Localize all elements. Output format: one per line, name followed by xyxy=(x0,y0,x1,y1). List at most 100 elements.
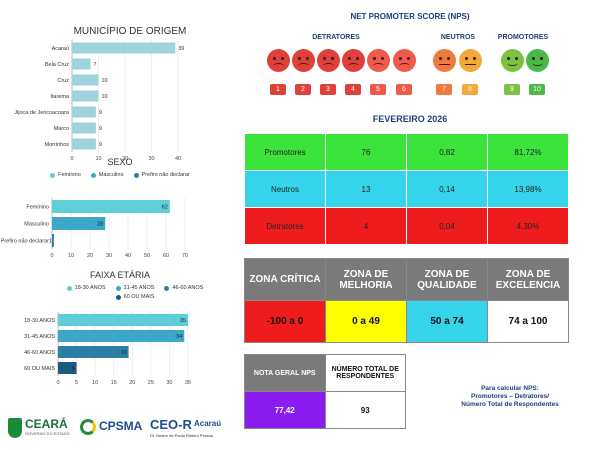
category-label: Itarema xyxy=(50,94,70,100)
x-tick-label: 10 xyxy=(68,253,74,259)
face-detrator-icon xyxy=(317,49,340,72)
zone-title: ZONA CRÍTICA xyxy=(244,258,326,301)
zone-range: 0 a 49 xyxy=(325,300,407,343)
legend-item: Masculino xyxy=(90,172,124,178)
cpsma-wordmark: CPSMA xyxy=(99,419,143,433)
value-label: 9 xyxy=(99,142,102,148)
nps-row-count: 76 xyxy=(325,133,407,171)
ceor-wordmark: CEO-R xyxy=(150,417,192,432)
x-tick-label: 30 xyxy=(166,380,172,386)
bar-2 xyxy=(52,234,54,247)
bar-4 xyxy=(72,106,96,118)
nota-geral-label: NOTA GERAL NPS xyxy=(244,354,326,392)
category-label: Masculino xyxy=(24,222,49,228)
logo-ceara: CEARÁ GOVERNO DO ESTADO xyxy=(8,417,78,443)
cpsma-emblem-icon xyxy=(80,419,96,435)
legend-dot-icon xyxy=(133,172,139,178)
zone-range: -100 a 0 xyxy=(244,300,326,343)
faixa-title: FAIXA ETÁRIA xyxy=(89,270,151,280)
value-label: 10 xyxy=(102,78,108,84)
face-neutro-icon xyxy=(459,49,482,72)
face-detrator-icon xyxy=(267,49,290,72)
x-tick-label: 10 xyxy=(92,380,98,386)
bar-1 xyxy=(72,58,91,70)
nps-row-count: 4 xyxy=(325,207,407,245)
summary-table: NOTA GERAL NPS NÚMERO TOTAL DE RESPONDEN… xyxy=(244,354,406,429)
value-label: 5 xyxy=(72,366,75,372)
bar-5 xyxy=(72,122,96,134)
face-promotor-icon xyxy=(526,49,549,72)
zone-range: 74 a 100 xyxy=(487,300,569,343)
zones-table: ZONA CRÍTICA ZONA DE MELHORIA ZONA DE QUAL… xyxy=(244,258,569,343)
zones-title-row: ZONA CRÍTICA ZONA DE MELHORIA ZONA DE QUAL… xyxy=(244,258,569,301)
face-detrator-icon xyxy=(292,49,315,72)
neutros-label: NEUTROS xyxy=(440,34,476,41)
x-tick-label: 20 xyxy=(87,253,93,259)
sexo-chart: 0 10 20 30 40 50 60 70 Feminino 62 Masculino 28 Pref… xyxy=(1,198,188,259)
legend-dot-icon xyxy=(50,172,56,178)
legend-label: Masculino xyxy=(98,172,124,178)
legend-label: 60 OU MAIS xyxy=(123,294,155,300)
total-respondentes-label: NÚMERO TOTAL DE RESPONDENTES xyxy=(324,354,406,392)
category-label: 18-30 ANOS xyxy=(24,318,55,324)
category-label: 46-60 ANOS xyxy=(24,350,55,356)
legend-item: 31-45 ANOS xyxy=(115,285,154,291)
bar-3 xyxy=(58,362,77,374)
legend-item: 18-30 ANOS xyxy=(66,285,106,291)
x-tick-label: 30 xyxy=(148,156,154,160)
nps-row: Neutros 13 0,14 13,98% xyxy=(244,170,569,208)
x-tick-label: 10 xyxy=(95,156,101,160)
month-title: FEVEREIRO 2026 xyxy=(372,114,448,124)
x-tick-label: 40 xyxy=(175,156,181,160)
value-label: 62 xyxy=(162,205,168,211)
bar-0 xyxy=(72,42,176,54)
x-tick-label: 50 xyxy=(144,253,150,259)
nps-table: Promotores 76 0,82 81,72% Neutros 13 0,14 13,98… xyxy=(244,133,569,245)
zone-title: ZONA DE MELHORIA xyxy=(325,258,407,301)
bar-6 xyxy=(72,138,96,150)
score-box: 7 xyxy=(436,84,452,95)
legend-dot-icon xyxy=(164,285,170,291)
legend-label: Prefiro não declarar xyxy=(141,172,190,178)
ceor-subtitle: Dr. Nestor de Paula Ribeiro Pessoa xyxy=(150,433,214,438)
value-label: 19 xyxy=(120,350,126,356)
score-box: 6 xyxy=(396,84,412,95)
category-label: 60 OU MAIS xyxy=(24,366,55,372)
category-label: Feminino xyxy=(26,205,49,211)
faixa-chart: 0 5 10 15 20 25 30 35 18-30 ANOS 35 31-45 ANOS 34 46… xyxy=(24,312,191,386)
nps-row-percent: 13,98% xyxy=(487,170,569,208)
category-label: Acaraú xyxy=(52,46,69,52)
value-label: 10 xyxy=(102,94,108,100)
legend-dot-icon xyxy=(115,285,121,291)
face-detrator-icon xyxy=(342,49,365,72)
logo-cpsma: CPSMA xyxy=(80,417,148,443)
legend-item: Feminino xyxy=(50,172,81,178)
score-box: 3 xyxy=(320,84,336,95)
category-label: Cruz xyxy=(57,78,69,84)
x-tick-label: 20 xyxy=(129,380,135,386)
value-label: 28 xyxy=(97,222,103,228)
ceara-shield-icon xyxy=(8,418,22,438)
face-promotor-icon xyxy=(501,49,524,72)
legend-item: 60 OU MAIS xyxy=(115,294,155,300)
nota-geral-value: 77,42 xyxy=(244,391,326,429)
category-label: 31-45 ANOS xyxy=(24,334,55,340)
nps-row-label: Detratores xyxy=(244,207,326,245)
x-tick-label: 40 xyxy=(125,253,131,259)
nps-score-boxes: 1 2 3 4 5 6 7 8 9 10 xyxy=(0,84,600,98)
bar-1 xyxy=(58,330,185,342)
ceor-city: Acaraú xyxy=(194,419,222,428)
face-detrator-icon xyxy=(367,49,390,72)
x-tick-label: 35 xyxy=(185,380,191,386)
nps-formula: Para calcular NPS: Promotores – Detrator… xyxy=(440,385,580,409)
legend-dot-icon xyxy=(90,172,96,178)
legend-item: 46-60 ANOS xyxy=(164,285,203,291)
bar-0 xyxy=(58,314,188,326)
score-box: 1 xyxy=(270,84,286,95)
x-tick-label: 0 xyxy=(70,156,73,160)
x-tick-label: 30 xyxy=(106,253,112,259)
total-respondentes-value: 93 xyxy=(324,391,406,429)
nps-title: NET PROMOTER SCORE (NPS) xyxy=(350,12,470,21)
legend-label: 46-60 ANOS xyxy=(172,285,204,291)
